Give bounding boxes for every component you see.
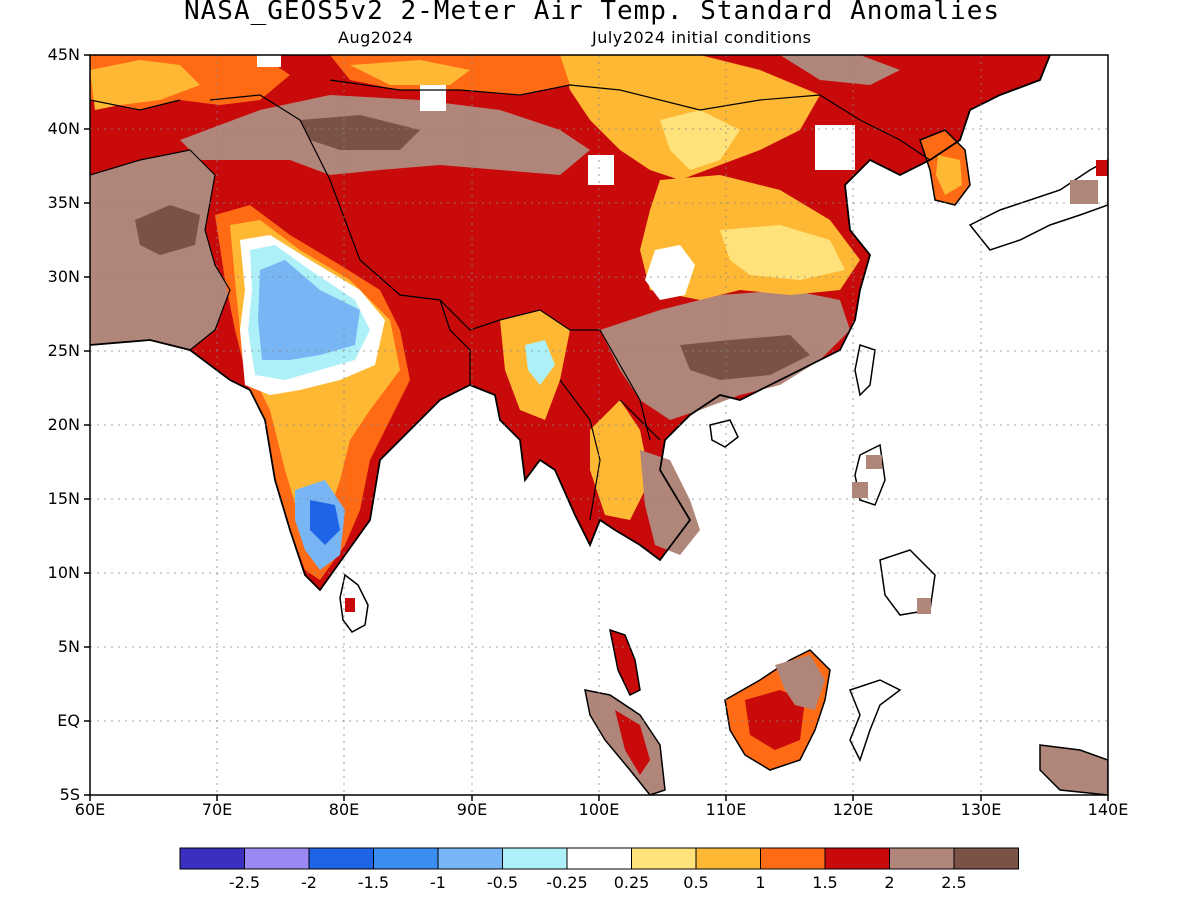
nodata-hole-4	[815, 125, 855, 170]
colorbar-tick-label: 0.25	[613, 873, 650, 892]
colorbar-swatch	[308, 847, 374, 870]
region-south-china-darkbrown	[680, 335, 810, 380]
colorbar-tick-label: 1.5	[812, 873, 838, 892]
colorbar-swatch	[502, 847, 568, 870]
nodata-hole-1	[257, 55, 281, 67]
lat-label-35n: 35N	[47, 193, 80, 212]
colorbar	[179, 847, 1019, 870]
country-borders	[90, 79, 931, 521]
region-south-india-deepblue	[310, 500, 340, 545]
region-india-blue	[258, 260, 360, 360]
nodata-hole-3	[588, 155, 614, 185]
luzon-brown-2	[852, 482, 868, 498]
colorbar-tick-label: -1.5	[357, 873, 390, 892]
japan-red	[1096, 160, 1108, 176]
land-luzon	[854, 443, 886, 506]
lat-label-40n: 40N	[47, 119, 80, 138]
axis-ticks	[84, 54, 1109, 801]
colorbar-tick-label: -0.5	[486, 873, 519, 892]
forecast-month: Aug2024	[338, 28, 414, 47]
colorbar-swatch	[953, 847, 1019, 870]
coastline-mainland	[90, 55, 1051, 592]
graticule	[90, 55, 1108, 795]
region-afghanistan-darkbrown	[135, 205, 200, 255]
colorbar-swatch	[695, 847, 761, 870]
lon-label-90e: 90E	[456, 800, 488, 819]
colorbar-tick-label: -2.5	[228, 873, 261, 892]
colorbar-swatch	[437, 847, 503, 870]
land-taiwan	[854, 344, 876, 397]
land-new-guinea	[1039, 744, 1108, 795]
lat-label-15n: 15N	[47, 489, 80, 508]
colorbar-swatch	[566, 847, 632, 870]
colorbar-swatch	[889, 847, 955, 870]
nodata-hole-2	[420, 85, 446, 111]
lat-label-10n: 10N	[47, 563, 80, 582]
colorbar-swatch	[244, 847, 310, 870]
map-title: NASA_GEOS5v2 2-Meter Air Temp. Standard …	[183, 0, 1000, 26]
region-borneo-red	[745, 690, 805, 750]
lon-label-70e: 70E	[201, 800, 233, 819]
mindanao-brown	[917, 598, 931, 614]
region-north-china-yellow	[660, 110, 740, 170]
lon-label-80e: 80E	[328, 800, 360, 819]
lon-label-100e: 100E	[578, 800, 620, 819]
lon-label-130e: 130E	[960, 800, 1002, 819]
colorbar-tick-label: 2.5	[941, 873, 967, 892]
lat-label-25n: 25N	[47, 341, 80, 360]
colorbar-swatch	[179, 847, 245, 870]
colorbar-swatch	[760, 847, 826, 870]
colorbar-tick-label: 2	[884, 873, 895, 892]
colorbar-swatch	[631, 847, 697, 870]
lon-label-120e: 120E	[832, 800, 874, 819]
lat-label-30n: 30N	[47, 267, 80, 286]
colorbar-swatch	[824, 847, 890, 870]
sri-lanka-red	[345, 598, 355, 612]
region-siberia-brown	[780, 55, 900, 85]
region-north-yellow	[350, 60, 470, 85]
japan-brown	[1070, 180, 1098, 204]
region-kazakh-orange	[90, 60, 200, 110]
lat-label-20n: 20N	[47, 415, 80, 434]
region-borneo-brown	[775, 655, 825, 710]
lon-label-110e: 110E	[705, 800, 747, 819]
region-indochina-brown	[640, 450, 700, 555]
lon-label-140e: 140E	[1087, 800, 1129, 819]
colorbar-tick-label: 0.5	[683, 873, 709, 892]
colorbar-tick-label: -0.25	[546, 873, 588, 892]
lat-label-45n: 45N	[47, 45, 80, 64]
region-sumatra-red	[615, 710, 650, 775]
lat-label-eq: EQ	[57, 711, 80, 730]
land-malay-peninsula	[609, 628, 641, 697]
region-east-china-yellow	[720, 225, 845, 280]
lat-label-5s: 5S	[59, 785, 80, 804]
region-taklamakan-darkbrown	[300, 115, 420, 150]
land-sulawesi	[849, 679, 902, 762]
colorbar-tick-label: 1	[755, 873, 766, 892]
region-thailand-orange	[590, 400, 650, 520]
colorbar-swatch	[373, 847, 439, 870]
lat-label-5n: 5N	[57, 637, 80, 656]
luzon-brown	[866, 455, 882, 469]
lon-label-60e: 60E	[74, 800, 106, 819]
land-hainan	[709, 419, 739, 448]
region-sichuan-white	[645, 245, 695, 300]
colorbar-tick-label: -2	[301, 873, 317, 892]
initial-conditions: July2024 initial conditions	[592, 28, 812, 47]
region-korea-yellow	[936, 155, 962, 195]
colorbar-tick-label: -1	[430, 873, 446, 892]
